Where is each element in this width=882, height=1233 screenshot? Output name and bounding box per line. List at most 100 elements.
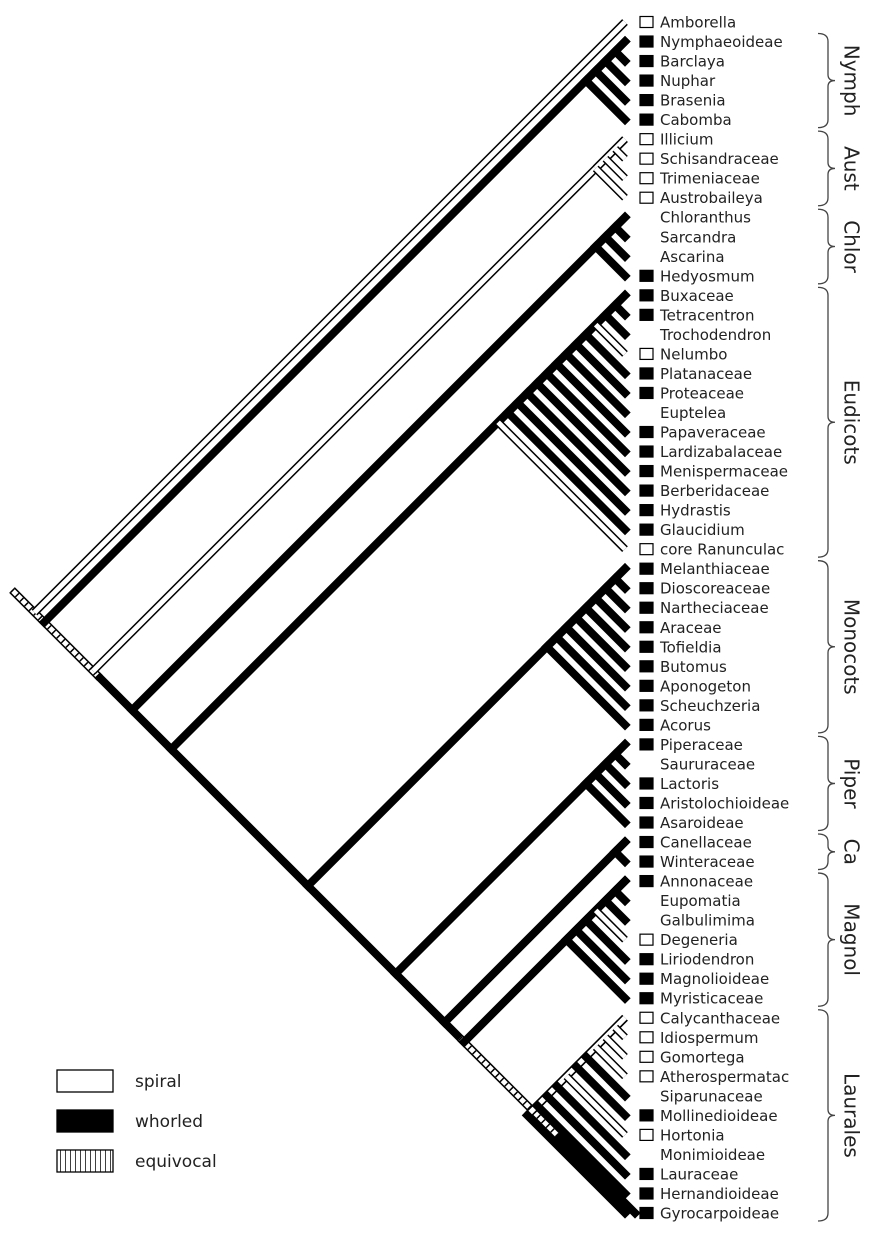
taxon-label: Aponogeton [660, 677, 751, 695]
taxon-label: Eupomatia [660, 892, 741, 910]
branch [590, 240, 631, 282]
branch [560, 933, 631, 1004]
clade-bracket [817, 130, 836, 207]
state-box [639, 152, 654, 165]
taxon-label: Nuphar [660, 72, 716, 90]
state-box [639, 484, 654, 497]
branch [32, 20, 627, 615]
clade-label: Piper [840, 758, 864, 809]
state-box [639, 1031, 654, 1044]
branch [580, 602, 631, 653]
state-box [639, 367, 654, 380]
state-box [639, 1128, 654, 1142]
taxon-label: Liriodendron [660, 951, 754, 969]
clade-label: Monocots [840, 599, 864, 695]
state-box [639, 972, 654, 985]
branch [438, 836, 631, 1029]
branch [458, 1036, 562, 1140]
branch [590, 768, 631, 809]
legend-label: spiral [135, 1072, 182, 1092]
taxon-label: Atherospermatac [660, 1068, 789, 1086]
state-box [639, 543, 654, 556]
branch [541, 1090, 631, 1180]
clade-bracket [817, 833, 836, 871]
taxon-label: Lauraceae [660, 1165, 738, 1183]
clade-label: Laurales [840, 1073, 864, 1158]
taxon-label: Papaveraceae [660, 424, 766, 442]
branch [609, 299, 631, 321]
taxon-label: Barclaya [660, 53, 725, 71]
taxon-label: Idiospermum [660, 1029, 759, 1047]
state-box [639, 855, 654, 868]
branch [593, 908, 627, 942]
taxon-label: Winteraceae [660, 853, 755, 871]
state-box [639, 35, 654, 48]
clade-label: Eudicots [840, 380, 864, 465]
state-box [639, 601, 654, 614]
taxon-label: Saururaceae [660, 755, 755, 773]
taxon-label: Buxaceae [660, 287, 734, 305]
branch [593, 166, 627, 200]
taxon-label: Scheuchzeria [660, 697, 760, 715]
branch [593, 1045, 627, 1079]
taxon-label: Mollinedioideae [660, 1107, 778, 1125]
state-box [639, 74, 654, 87]
taxon-label: Siparunaceae [660, 1087, 763, 1105]
taxon-label: Annonaceae [660, 873, 753, 891]
taxon-label: Chloranthus [660, 209, 751, 227]
state-box [639, 1206, 654, 1220]
state-box [639, 289, 654, 302]
branch [554, 1132, 641, 1219]
branch [590, 65, 631, 106]
branch [580, 777, 631, 829]
taxon-label: Illicium [660, 131, 713, 149]
branch [551, 631, 631, 712]
taxon-label: Canellaceae [660, 834, 752, 852]
taxon-label: Berberidaceae [660, 482, 769, 500]
clade-bracket [817, 1009, 836, 1222]
state-box [639, 796, 654, 810]
state-box [639, 54, 654, 68]
taxon-label: Magnolioideae [660, 970, 769, 988]
taxon-label: Hedyosmum [660, 267, 755, 285]
branch [613, 147, 627, 161]
branch [599, 309, 631, 341]
branch [91, 137, 627, 673]
taxon-label: Platanaceae [660, 365, 752, 383]
branch [570, 1060, 631, 1122]
branch [502, 406, 631, 536]
branch [599, 231, 631, 262]
taxon-label: Gyrocarpoideae [660, 1205, 779, 1223]
clade-bracket [817, 208, 836, 285]
state-box [639, 1050, 654, 1063]
branch [38, 35, 631, 628]
state-box [639, 679, 654, 692]
state-box [639, 874, 654, 888]
clade-bracket [817, 32, 836, 129]
taxon-label: Lactoris [660, 775, 719, 793]
legend-swatch [56, 1109, 114, 1133]
branch [458, 1036, 562, 1140]
state-box [639, 1070, 654, 1083]
state-box [639, 347, 654, 361]
state-box [639, 1167, 654, 1181]
branch [564, 1074, 627, 1137]
state-box [639, 738, 654, 751]
branch [126, 211, 631, 716]
taxon-label: Brasenia [660, 92, 726, 110]
state-box [639, 191, 654, 204]
branch [613, 1025, 627, 1040]
taxon-label: Cabomba [660, 111, 732, 129]
taxon-label: Hydrastis [660, 502, 731, 520]
branch [593, 137, 627, 171]
taxon-label: Trimeniaceae [659, 170, 760, 188]
state-box [639, 660, 654, 673]
taxon-label: Calycanthaceae [660, 1009, 780, 1027]
branch [580, 1051, 631, 1102]
state-box [639, 113, 654, 126]
taxon-label: Nymphaeoideae [660, 33, 783, 51]
state-box [639, 523, 654, 536]
state-box [639, 1109, 654, 1122]
legend-swatch [56, 1069, 114, 1093]
branch [521, 1109, 631, 1219]
